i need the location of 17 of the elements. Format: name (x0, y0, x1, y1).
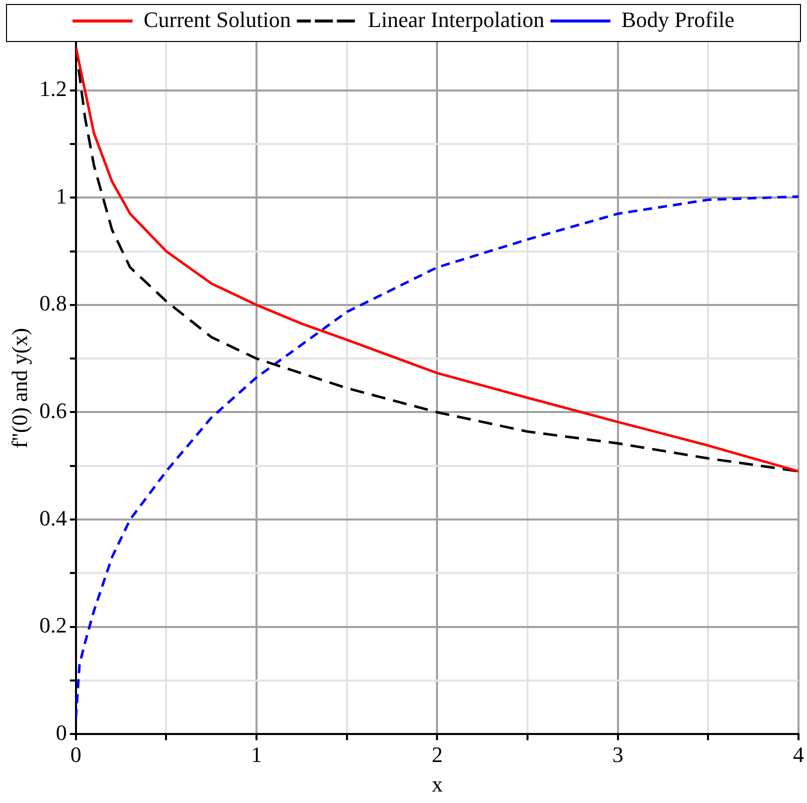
y-tick-label: 1 (56, 183, 67, 208)
legend-label: Linear Interpolation (368, 6, 544, 32)
line-series (76, 195, 798, 720)
x-axis-title: x (432, 772, 443, 797)
y-tick-label: 0.8 (39, 290, 67, 316)
y-tick-label: 0.6 (39, 398, 67, 424)
y-tick-label: 0.4 (39, 505, 67, 530)
x-tick-label: 1 (251, 742, 262, 768)
x-tick-label: 3 (612, 742, 624, 768)
x-tick-label: 4 (793, 742, 804, 768)
y-tick-label: 0 (56, 720, 67, 745)
y-tick-label: 1.2 (39, 76, 67, 102)
y-axis-title: f''(0) and y(x) (6, 328, 32, 448)
x-tick-label: 2 (432, 742, 443, 768)
legend-label: Body Profile (621, 6, 734, 32)
y-tick-label: 0.2 (39, 612, 67, 638)
legend-label: Current Solution (144, 6, 291, 32)
